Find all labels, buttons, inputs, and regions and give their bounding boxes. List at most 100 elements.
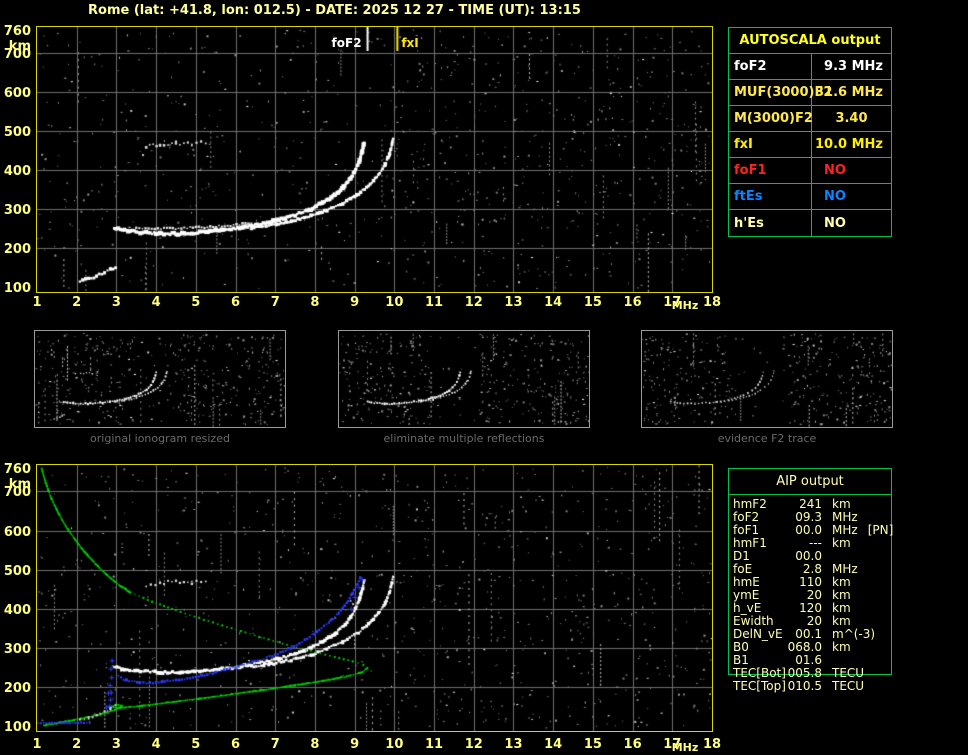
aip-param-unit: km [832,536,851,550]
caption-original-ionogram: original ionogram resized [90,432,230,445]
aip-row-ymE: ymE 20 km [728,589,958,602]
x-axis-unit-label: MHz [671,741,699,754]
panel-original-canvas [35,331,285,427]
aip-param-unit: km [832,601,851,615]
aip-row-hmE: hmE 110 km [728,576,958,589]
x-tick-label: 10 [385,737,404,752]
caption-evidence-f2: evidence F2 trace [717,432,817,445]
x-tick-label: 4 [151,295,161,310]
x-tick-label: 1 [32,737,42,752]
autoscala-row-fxI: fxI 10.0 MHz [729,132,891,158]
aip-param-value: 2.8 [802,562,822,576]
x-tick-label: 18 [702,295,722,310]
autoscala-output-table: AUTOSCALA output foF2 9.3 MHz MUF(3000)F2 3… [728,27,892,237]
aip-param-name: TEC[Bot] [733,666,786,680]
x-tick-label: 15 [583,295,602,310]
aip-param-value: 01.6 [795,653,822,667]
autoscala-param-label: h'Es [729,210,812,236]
autoscala-row-foF1: foF1 NO [729,158,891,184]
y-tick-label: 700 [3,485,31,501]
aip-param-value: 068.0 [787,640,822,654]
aip-param-name: B0 [733,640,749,654]
y-tick-label: 760 [3,24,31,39]
autoscala-row-foF2: foF2 9.3 MHz [729,54,891,80]
x-tick-label: 13 [504,295,523,310]
top-y-axis: 760 700 600 500 400 300 200 100 km [0,24,33,296]
aip-param-value: 00.0 [795,549,822,563]
aip-param-name: D1 [733,549,750,563]
panel-evidence-f2 [641,330,893,428]
autoscala-param-value: NO [824,163,846,178]
autoscala-row-h'Es: h'Es NO [729,210,891,236]
y-tick-label: 500 [3,563,31,579]
aip-param-name: ymE [733,588,760,602]
y-axis-unit-label: km [8,477,31,492]
top-ionogram-canvas [37,27,712,292]
aip-row-B1: B1 01.6 [728,654,958,667]
aip-param-unit: km [832,614,851,628]
autoscala-param-value: 9.3 MHz [824,59,883,74]
aip-param-unit: MHz [832,562,858,576]
panel-evidence-canvas [642,331,892,427]
y-tick-label: 400 [3,602,31,618]
aip-row-h_vE: h_vE 120 km [728,602,958,615]
autoscala-param-value: 3.40 [835,111,868,126]
aip-output-rows: hmF2 241 km foF2 09.3 MHz foF1 00.0 MHz [PN] hmF1 -… [728,498,958,693]
bottom-y-axis: 760 700 600 500 400 300 200 100 km [0,462,33,735]
y-tick-label: 300 [3,203,31,219]
aip-param-value: 20 [806,614,822,628]
aip-row-B0: B0 068.0 km [728,641,958,654]
x-tick-label: 3 [111,737,121,752]
x-tick-label: 9 [350,295,360,310]
aip-param-value: 241 [799,497,822,511]
y-tick-label: 600 [3,524,31,540]
autoscala-param-value: NO [824,189,846,204]
aip-param-value: 110 [799,575,822,589]
aip-param-unit: TECU [832,666,865,680]
panel-eliminate-canvas [339,331,589,427]
aip-param-name: B1 [733,653,749,667]
autoscala-param-label: ftEs [729,184,812,209]
aip-param-name: DelN_vE [733,627,783,641]
x-tick-label: 3 [111,295,121,310]
aip-row-foF1: foF1 00.0 MHz [PN] [728,524,958,537]
x-tick-label: 16 [623,295,642,310]
aip-param-name: foE [733,562,753,576]
x-tick-label: 10 [385,295,404,310]
aip-param-name: hmE [733,575,760,589]
y-tick-label: 200 [3,242,31,258]
y-tick-label: 400 [3,164,31,180]
x-tick-label: 6 [230,295,241,310]
x-tick-label: 1 [32,295,42,310]
aip-row-Ewidth: Ewidth 20 km [728,615,958,628]
aip-row-DelN_vE: DelN_vE 00.1 m^(-3) [728,628,958,641]
y-tick-label: 200 [3,680,31,696]
caption-eliminate-reflections: eliminate multiple reflections [383,432,545,445]
autoscala-row-M(3000)F2: M(3000)F2 3.40 [729,106,891,132]
y-tick-label: 100 [3,281,31,296]
aip-row-foE: foE 2.8 MHz [728,563,958,576]
aip-param-value: --- [809,536,822,550]
aip-param-name: TEC[Top] [733,679,786,693]
autoscala-param-value: 10.0 MHz [815,137,883,152]
panel-eliminate-reflections [338,330,590,428]
aip-param-name: hmF1 [733,536,767,550]
bottom-x-axis: 1 2 3 4 5 6 7 8 9 10 11 12 13 14 15 16 17 18 MHz [32,736,737,754]
aip-param-value: 09.3 [795,510,822,524]
aip-param-name: foF2 [733,510,760,524]
aip-param-value: 005.8 [787,666,822,680]
top-x-axis: 1 2 3 4 5 6 7 8 9 10 11 12 13 14 15 16 17 18 MHz [32,294,737,312]
autoscala-param-label: fxI [729,132,812,157]
aip-param-name: hmF2 [733,497,767,511]
y-tick-label: 300 [3,641,31,657]
aip-param-value: 20 [806,588,822,602]
aip-param-unit: MHz [832,510,858,524]
x-tick-label: 9 [350,737,360,752]
y-tick-label: 100 [3,720,31,735]
aip-param-value: 00.1 [795,627,822,641]
autoscala-table-header: AUTOSCALA output [729,28,891,54]
x-tick-label: 2 [72,737,82,752]
station-title: Rome (lat: +41.8, lon: 012.5) - DATE: 20… [88,3,581,18]
top-ionogram-plot [36,26,713,293]
